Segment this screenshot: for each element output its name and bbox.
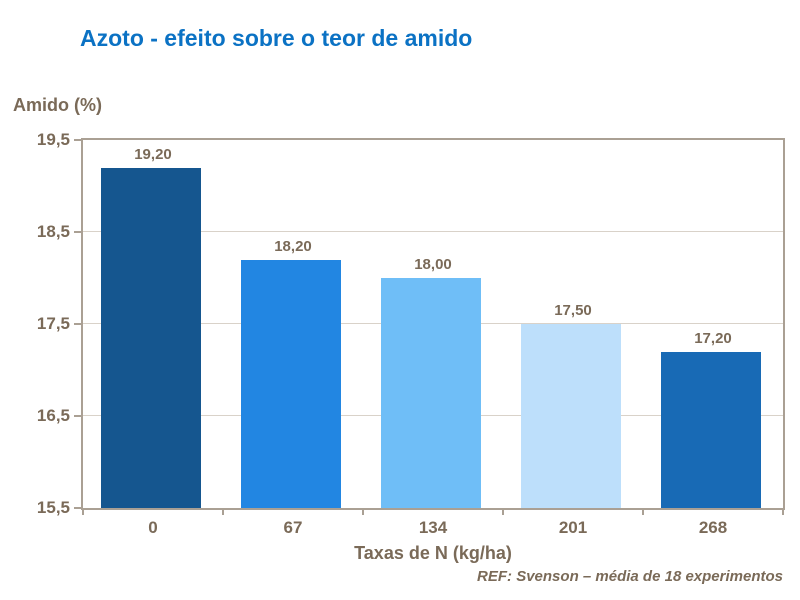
y-tick-mark [74,323,81,325]
y-tick-label: 15,5 [36,498,70,517]
y-tick-mark [74,507,81,509]
bar-134 [381,278,481,508]
x-tick-label: 201 [558,518,588,537]
x-tick-label: 134 [418,518,448,537]
y-tick-label: 19,5 [36,130,70,149]
bar-value-label: 17,20 [694,329,732,347]
bar-value-label: 17,50 [554,302,592,319]
bar-0 [101,167,201,508]
y-tick-mark [74,139,81,141]
x-tick-label: 67 [283,518,303,537]
y-tick-label: 18,5 [36,222,70,241]
x-tick-label: 0 [148,518,158,537]
y-tick-label: 17,5 [36,314,70,333]
bar-268 [661,351,761,508]
bar-67 [241,259,341,508]
y-tick-mark [74,415,81,417]
x-tick-mark [362,508,364,515]
x-tick-mark [222,508,224,515]
y-tick-label: 16,5 [36,406,70,425]
chart-title: Azoto - efeito sobre o teor de amido [80,25,473,51]
bar-value-label: 18,20 [274,237,312,255]
x-tick-mark [502,508,504,515]
bar-201 [521,324,621,508]
x-axis-title: Taxas de N (kg/ha) [354,543,512,563]
y-axis-title: Amido (%) [13,95,102,115]
bar-value-label: 19,20 [134,145,172,163]
plot-area [81,138,785,510]
x-tick-label: 268 [698,518,728,537]
y-tick-mark [74,231,81,233]
reference-footnote: REF: Svenson – média de 18 experimentos [477,568,783,585]
x-tick-mark [782,508,784,515]
gridline [83,231,783,232]
x-tick-mark [82,508,84,515]
bar-value-label: 18,00 [414,256,452,273]
x-tick-mark [642,508,644,515]
